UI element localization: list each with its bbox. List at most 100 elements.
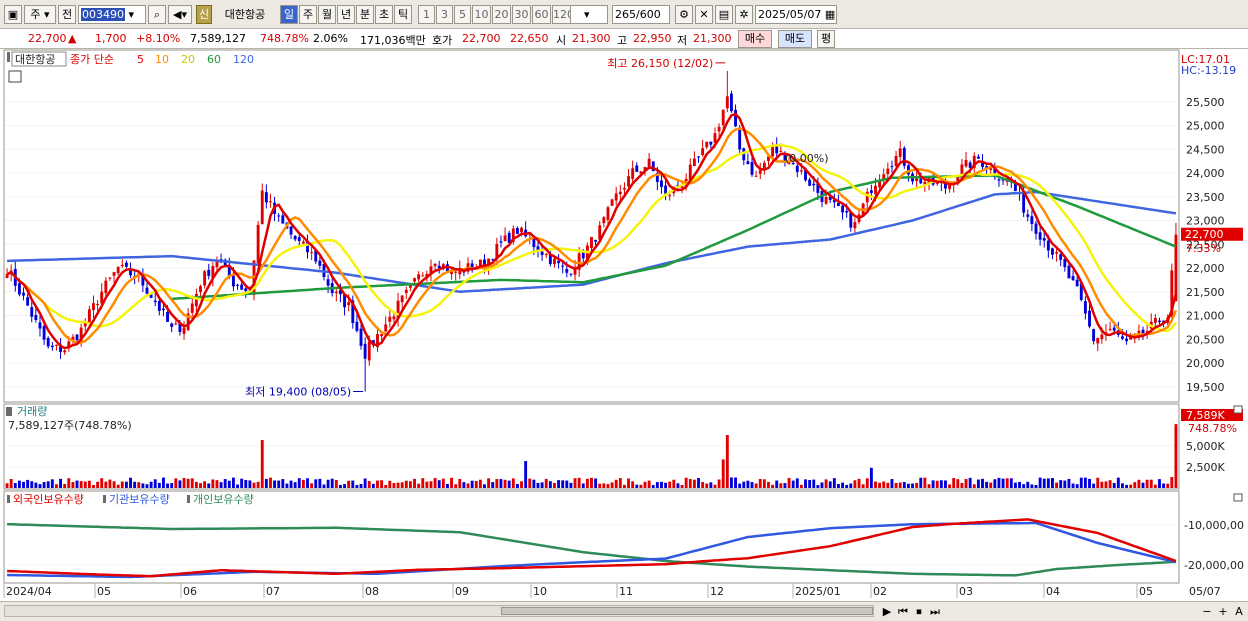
volume-bar xyxy=(50,479,54,488)
candle xyxy=(639,171,643,174)
candle xyxy=(841,205,845,213)
chart-control-0[interactable]: ▶ xyxy=(882,605,892,618)
interval-tab-3[interactable]: 3 xyxy=(436,5,453,24)
x-tick-label: 10 xyxy=(533,585,547,598)
candle xyxy=(96,304,100,306)
candle xyxy=(458,268,462,275)
period-tab-2[interactable]: 월 xyxy=(318,5,336,24)
table-icon[interactable] xyxy=(8,70,22,83)
legend-ma-60: 60 xyxy=(207,53,221,66)
stock-code-input[interactable]: 003490 ▾ xyxy=(78,5,146,24)
scrollbar-track[interactable] xyxy=(4,605,874,617)
search-icon[interactable]: ⌕ xyxy=(148,5,166,24)
volume-bar xyxy=(223,479,227,488)
interval-tab-5[interactable]: 5 xyxy=(454,5,471,24)
interval-tab-10[interactable]: 10 xyxy=(472,5,491,24)
candle xyxy=(104,280,108,294)
volume-bar xyxy=(816,485,820,488)
volume-bar xyxy=(964,479,968,488)
save-icon[interactable]: ▤ xyxy=(715,5,733,24)
interval-tab-120[interactable]: 120 xyxy=(552,5,574,24)
candle xyxy=(355,321,359,331)
volume-bar xyxy=(799,484,803,488)
date-input[interactable]: 2025/05/07 ▦ xyxy=(755,5,837,24)
volume-bar xyxy=(215,480,219,488)
market-select[interactable]: 주 ▾ xyxy=(24,5,56,24)
volume-bar xyxy=(306,478,309,488)
chart-control-5[interactable]: + xyxy=(1218,605,1228,618)
candle xyxy=(853,222,857,229)
layout-icon[interactable]: ▣ xyxy=(4,5,22,24)
holdings-close-icon[interactable] xyxy=(1233,493,1243,502)
interval-dropdown[interactable]: ▾ xyxy=(570,5,608,24)
x-tick-label: 11 xyxy=(619,585,633,598)
candle xyxy=(553,258,556,265)
volume-bar xyxy=(721,459,725,488)
period-tab-5[interactable]: 초 xyxy=(375,5,393,24)
period-tab-6[interactable]: 틱 xyxy=(394,5,412,24)
volume-close-icon[interactable] xyxy=(1233,405,1243,414)
period-tab-1[interactable]: 주 xyxy=(299,5,317,24)
volume-bar xyxy=(993,479,997,488)
speaker-icon[interactable]: ◀▾ xyxy=(168,5,192,24)
prefix-button[interactable]: 전 xyxy=(58,5,76,24)
volume-bar xyxy=(1158,479,1161,488)
interval-tab-20[interactable]: 20 xyxy=(492,5,511,24)
volume-bar xyxy=(281,479,285,488)
period-tab-4[interactable]: 분 xyxy=(356,5,374,24)
chart-options-icon[interactable]: ⚙ xyxy=(675,5,693,24)
volume-bar xyxy=(968,477,972,488)
volume-bar xyxy=(713,484,717,488)
volume-bar xyxy=(886,482,890,488)
volume-bar xyxy=(515,483,519,488)
legend-ma-120: 120 xyxy=(233,53,254,66)
interval-tab-1[interactable]: 1 xyxy=(418,5,435,24)
gear-icon[interactable]: ✲ xyxy=(735,5,753,24)
candle xyxy=(166,311,170,322)
candle xyxy=(824,196,828,204)
candle xyxy=(631,168,635,179)
candle xyxy=(989,168,993,171)
draw-tool-icon[interactable]: ✕ xyxy=(695,5,713,24)
stock-chart[interactable]: 25,500 25,000 24,500 24,000 23,500 23,000 22,5… xyxy=(0,49,1248,601)
interval-tab-60[interactable]: 60 xyxy=(532,5,551,24)
candle xyxy=(705,141,709,148)
candle xyxy=(63,350,67,353)
volume-bar xyxy=(429,481,433,488)
scrollbar-thumb[interactable] xyxy=(501,607,873,615)
volume-bar xyxy=(190,478,194,488)
chart-control-4[interactable]: − xyxy=(1202,605,1212,618)
volume-bar xyxy=(203,481,207,488)
volume-bar xyxy=(413,478,416,488)
eval-button[interactable]: 평 xyxy=(817,30,835,48)
volume-bar xyxy=(1174,424,1178,488)
volume-bar xyxy=(853,480,857,488)
volume-bar xyxy=(684,477,688,488)
volume-bar xyxy=(1001,478,1005,488)
buy-button[interactable]: 매수 xyxy=(738,30,772,48)
candle xyxy=(297,237,301,241)
chart-control-1[interactable]: ⏮ xyxy=(898,605,908,618)
candle xyxy=(1137,330,1141,334)
chart-control-6[interactable]: A xyxy=(1235,605,1243,618)
candle xyxy=(1026,214,1030,217)
candle xyxy=(701,148,705,156)
candle xyxy=(771,146,775,157)
period-tab-0[interactable]: 일 xyxy=(280,5,298,24)
chart-control-3[interactable]: ⏭ xyxy=(930,605,940,618)
volume-bar xyxy=(474,480,478,488)
volume-bar xyxy=(380,480,384,488)
current-price-tag xyxy=(1181,227,1243,241)
volume-bar xyxy=(79,481,83,488)
sell-button[interactable]: 매도 xyxy=(778,30,812,48)
volume-bar xyxy=(791,480,795,488)
candle xyxy=(808,179,812,186)
period-tab-3[interactable]: 년 xyxy=(337,5,355,24)
interval-tab-30[interactable]: 30 xyxy=(512,5,531,24)
count-input[interactable]: 265/600 xyxy=(612,5,670,24)
volume-bar xyxy=(738,483,742,488)
candle xyxy=(478,259,482,266)
volume-bar xyxy=(989,482,993,488)
chart-control-2[interactable]: ⏹ xyxy=(916,605,922,618)
volume-bar xyxy=(540,482,544,488)
